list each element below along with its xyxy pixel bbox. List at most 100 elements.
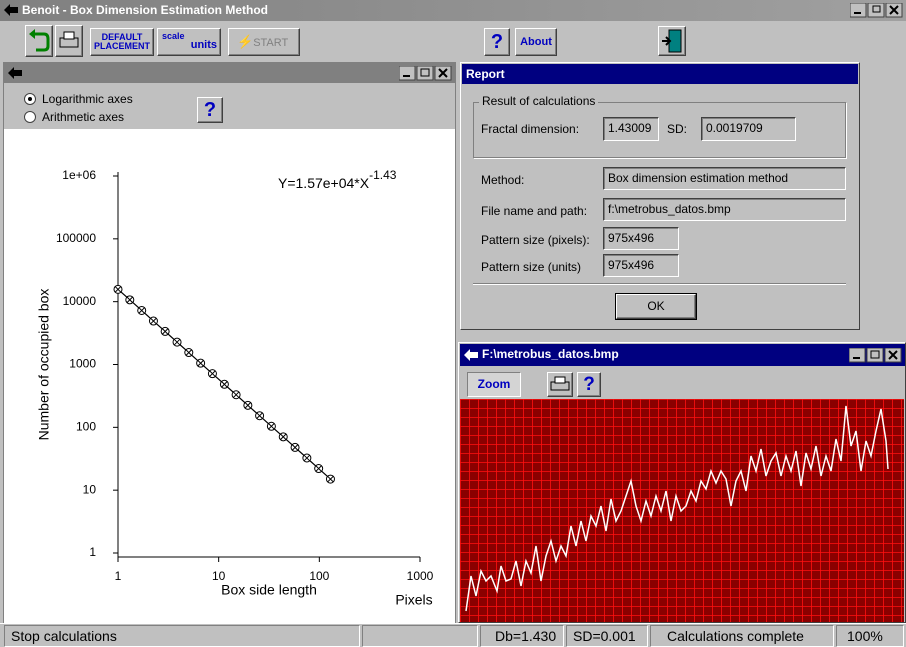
point xyxy=(220,380,228,388)
point xyxy=(279,433,287,441)
screen: Benoit - Box Dimension Estimation Method… xyxy=(0,0,906,647)
annotation-exponent: -1.43 xyxy=(369,168,397,182)
exit-button[interactable] xyxy=(658,26,686,56)
app-title: Benoit - Box Dimension Estimation Method xyxy=(22,3,268,17)
image-title: F:\metrobus_datos.bmp xyxy=(482,347,619,361)
field-value: 0.0019709 xyxy=(701,117,796,141)
zoom-button[interactable]: Zoom xyxy=(467,372,521,397)
window-icon xyxy=(463,348,479,362)
field-label: Fractal dimension: xyxy=(481,122,579,136)
radio-label[interactable]: Arithmetic axes xyxy=(42,110,124,124)
print-icon xyxy=(548,373,572,396)
button-text: units xyxy=(158,41,220,50)
group-label: Result of calculations xyxy=(479,94,598,108)
button-text: Zoom xyxy=(478,377,511,391)
status-empty xyxy=(362,625,478,647)
point xyxy=(185,349,193,357)
print-button[interactable] xyxy=(547,372,573,397)
point xyxy=(126,296,134,304)
field-value: f:\metrobus_datos.bmp xyxy=(603,198,846,221)
image-title-bar: F:\metrobus_datos.bmp xyxy=(460,344,905,366)
button-text: About xyxy=(520,36,552,48)
field-value: 1.43009 xyxy=(603,117,659,141)
point xyxy=(208,370,216,378)
field-value: Box dimension estimation method xyxy=(603,167,846,190)
y-tick-label: 1e+06 xyxy=(62,168,96,182)
point xyxy=(315,465,323,473)
field-label: SD: xyxy=(667,122,687,136)
about-button[interactable]: About xyxy=(515,28,557,56)
ok-button[interactable]: OK xyxy=(616,294,696,319)
window-controls[interactable] xyxy=(849,348,903,363)
radio-label[interactable]: Logarithmic axes xyxy=(42,92,133,106)
point xyxy=(267,422,275,430)
print-button[interactable] xyxy=(55,25,83,57)
status-text: SD=0.001 xyxy=(566,625,648,647)
point xyxy=(244,401,252,409)
window-controls[interactable] xyxy=(850,3,904,18)
annotation: Y=1.57e+04*X-1.43 xyxy=(278,168,397,191)
y-axis-label: Number of occupied box xyxy=(36,289,52,441)
point xyxy=(161,327,169,335)
start-button[interactable]: ⚡START xyxy=(228,28,300,56)
help-button[interactable]: ? xyxy=(484,28,510,56)
point xyxy=(232,391,240,399)
help-button[interactable]: ? xyxy=(577,372,601,397)
button-text: ? xyxy=(583,374,595,395)
unit-label: Pixels xyxy=(395,592,432,608)
x-tick-label: 1 xyxy=(115,569,122,583)
plot-title-bar xyxy=(4,63,455,83)
report-window: Report Result of calculations Fractal di… xyxy=(460,62,860,330)
x-axis-label: Box side length xyxy=(221,582,317,598)
radio-unchecked[interactable] xyxy=(24,111,36,123)
chart: Y=1.57e+04*X-1.43 1 10 100 1000 10000 100000 1… xyxy=(3,128,455,622)
status-text: Db=1.430 xyxy=(480,625,564,647)
back-button[interactable] xyxy=(25,25,53,57)
status-text: Stop calculations xyxy=(4,625,360,647)
point xyxy=(256,412,264,420)
x-tick-label: 1000 xyxy=(407,569,434,583)
point xyxy=(291,443,299,451)
field-value: 975x496 xyxy=(603,227,679,250)
button-text: ? xyxy=(491,31,503,53)
y-tick-label: 10000 xyxy=(63,294,97,308)
point xyxy=(173,338,181,346)
y-tick-label: 100 xyxy=(76,420,96,434)
print-icon xyxy=(56,26,82,56)
point xyxy=(326,475,334,483)
field-label: Method: xyxy=(481,173,524,187)
report-title-bar: Report xyxy=(462,64,858,84)
point xyxy=(138,306,146,314)
separator xyxy=(473,283,846,285)
y-tick-label: 1000 xyxy=(69,357,96,371)
field-label: File name and path: xyxy=(481,204,587,218)
app-icon xyxy=(3,3,19,17)
button-text: OK xyxy=(647,299,664,313)
y-tick-label: 100000 xyxy=(56,231,96,245)
report-title: Report xyxy=(466,67,505,81)
window-icon xyxy=(7,66,23,80)
point xyxy=(197,359,205,367)
help-button[interactable]: ? xyxy=(197,97,223,123)
button-text: START xyxy=(253,37,288,49)
field-label: Pattern size (units) xyxy=(481,260,581,274)
point xyxy=(303,454,311,462)
status-text: Calculations complete xyxy=(650,625,834,647)
y-tick-label: 1 xyxy=(89,545,96,559)
field-label: Pattern size (pixels): xyxy=(481,233,590,247)
exit-icon xyxy=(659,27,685,55)
image-window: F:\metrobus_datos.bmp Zoom ? xyxy=(458,342,906,623)
status-text: 100% xyxy=(836,625,904,647)
point xyxy=(149,317,157,325)
button-text: ? xyxy=(204,99,216,121)
window-controls[interactable] xyxy=(399,66,453,81)
annotation-text: Y=1.57e+04*X xyxy=(278,175,370,191)
field-value: 975x496 xyxy=(603,254,679,277)
button-text: PLACEMENT xyxy=(91,42,153,51)
point xyxy=(114,285,122,293)
radio-checked[interactable] xyxy=(24,93,36,105)
y-tick-label: 10 xyxy=(83,482,97,496)
app-title-bar: Benoit - Box Dimension Estimation Method xyxy=(0,0,906,21)
